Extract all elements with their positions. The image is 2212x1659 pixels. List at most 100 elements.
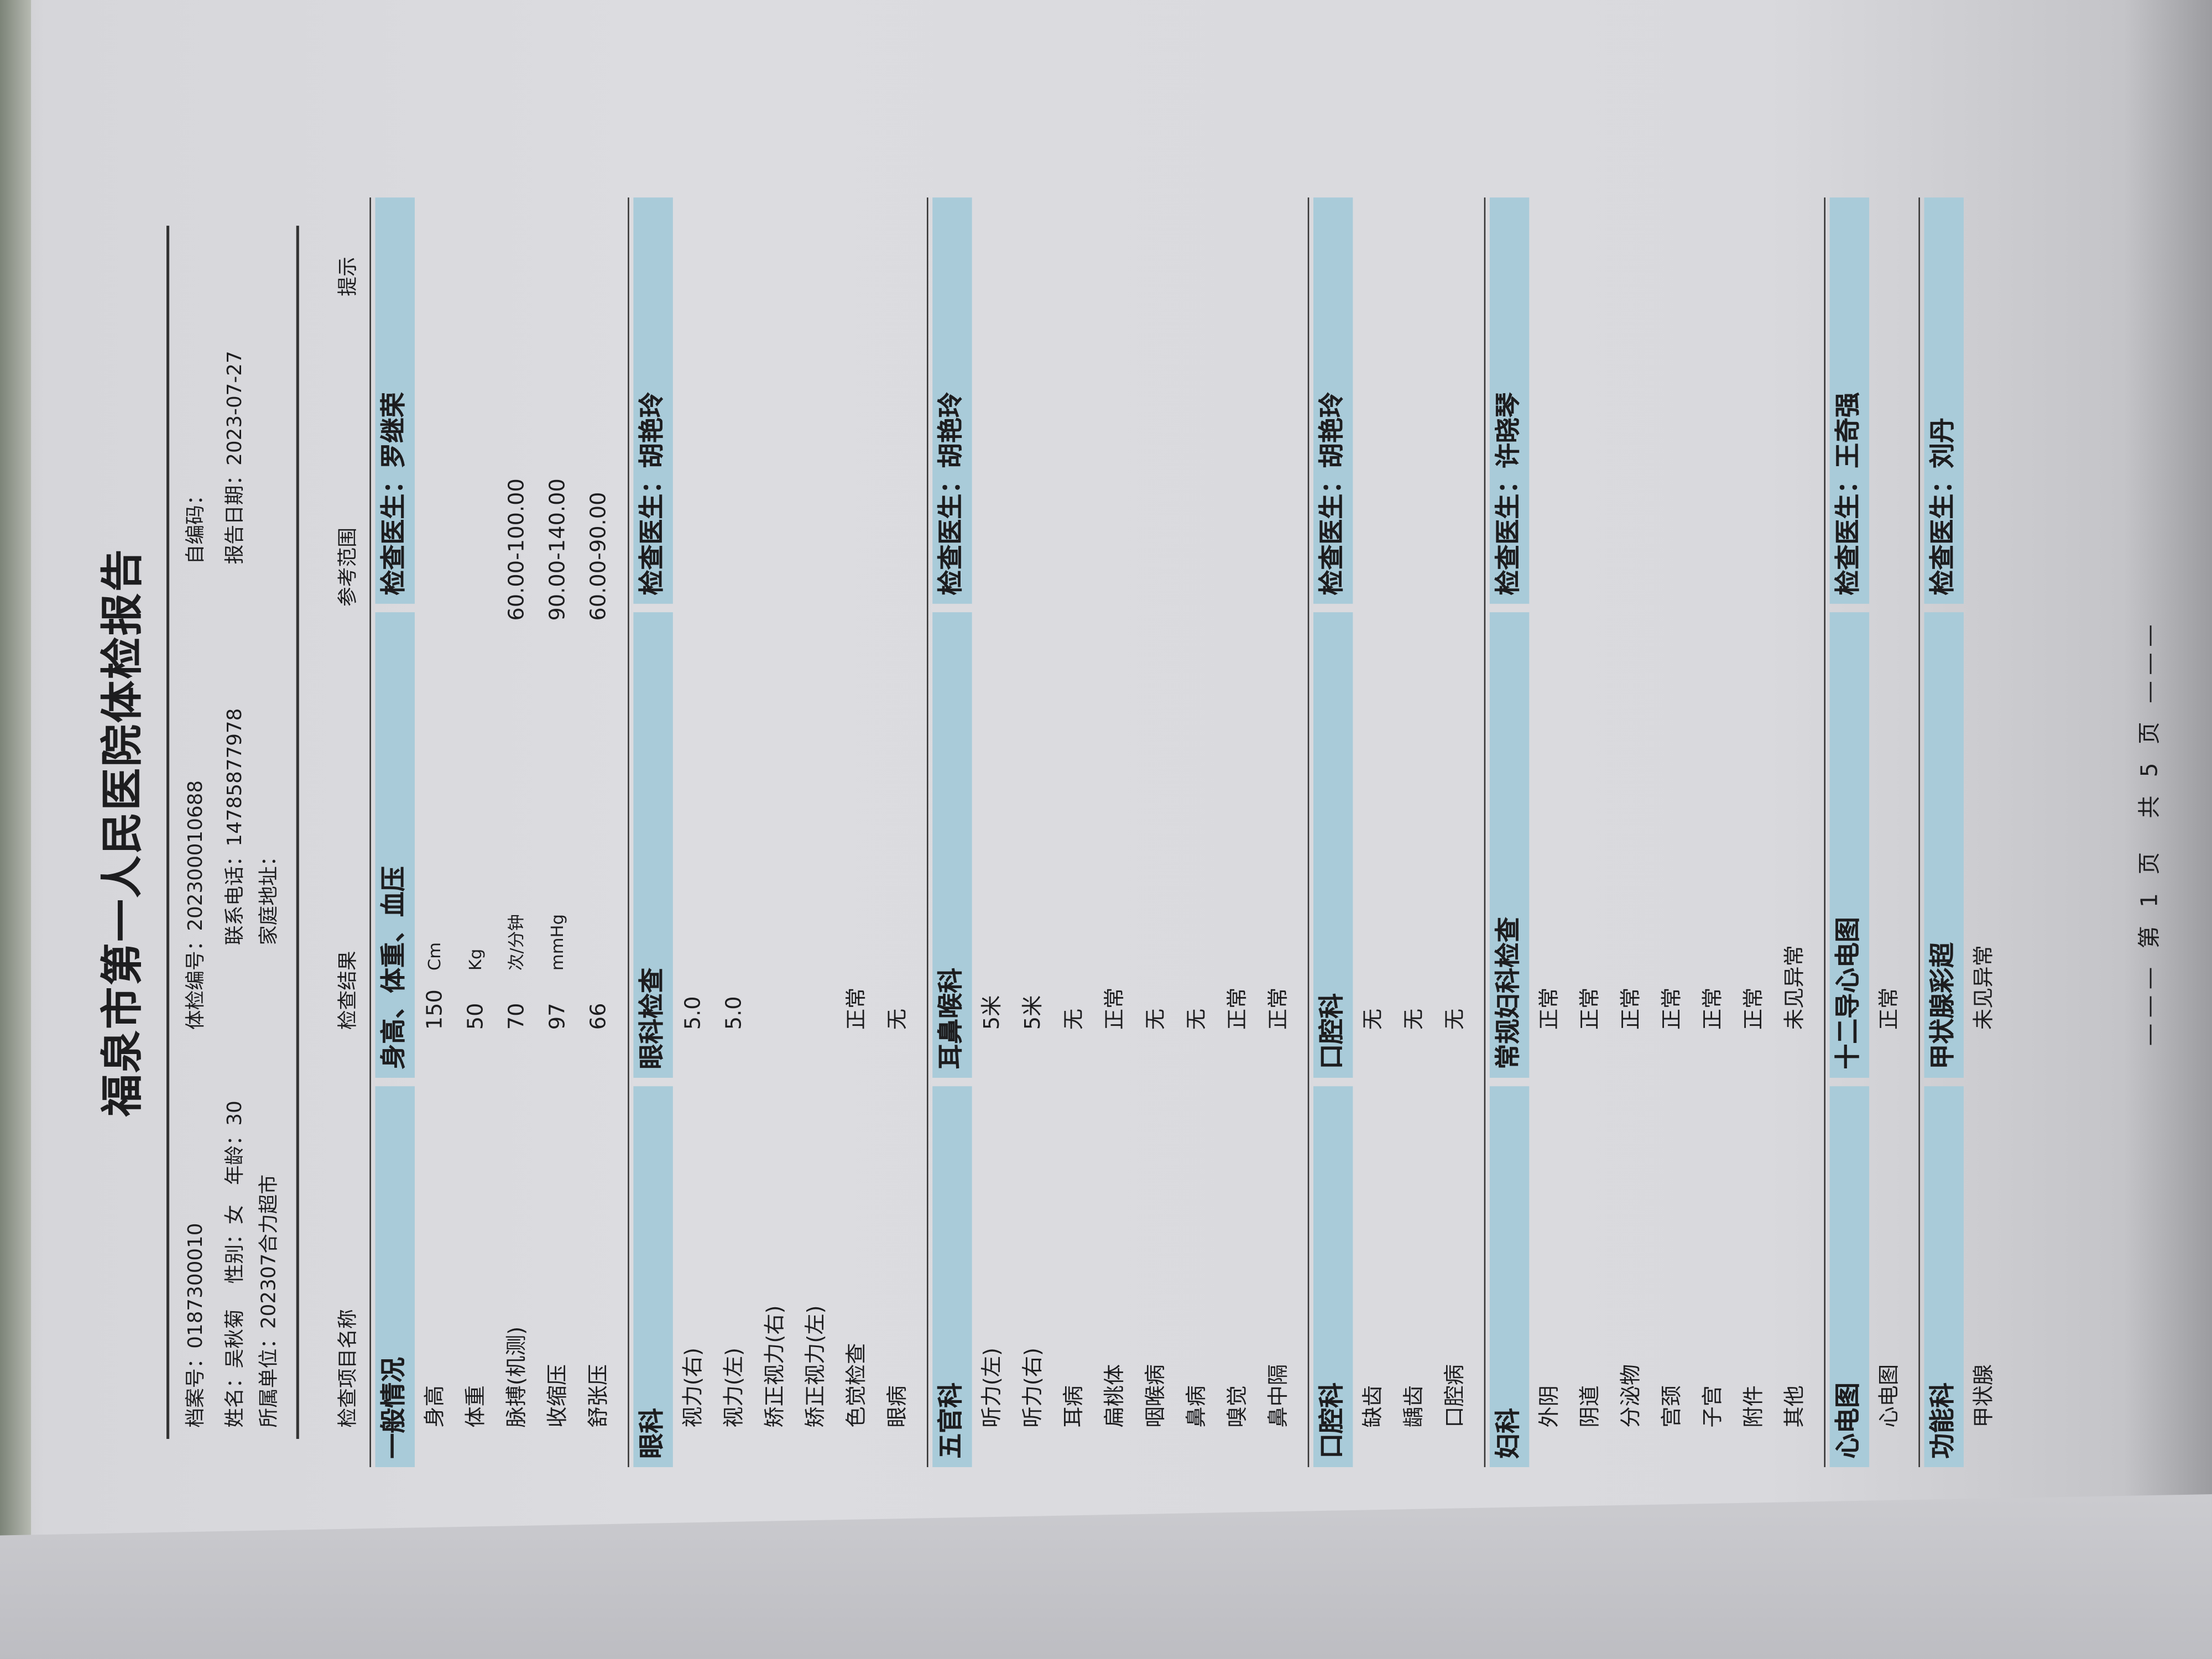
table-row: 甲状腺 未见异常	[1964, 197, 2005, 1467]
section-header: 功能科 甲状腺彩超 检查医生：刘丹	[1924, 197, 1964, 1468]
item-result: 70	[503, 1003, 529, 1030]
item-name: 附件	[1740, 1385, 1766, 1428]
item-name: 宫颈	[1658, 1385, 1684, 1428]
exam-section: 妇科 常规妇科检查 检查医生：许晓琴 外阴 正常 阴道 正常 分泌物 正常 宫颈…	[1484, 197, 1816, 1468]
item-result: 无	[1360, 1008, 1386, 1030]
table-row: 眼病 无	[878, 197, 919, 1467]
item-name: 咽喉病	[1142, 1364, 1168, 1428]
item-name: 脉搏(机测)	[503, 1326, 529, 1428]
exam-section: 功能科 甲状腺彩超 检查医生：刘丹 甲状腺 未见异常	[1918, 197, 2005, 1468]
exam-section: 口腔科 口腔科 检查医生：胡艳玲 缺齿 无 龋齿 无 口腔病 无	[1307, 197, 1476, 1468]
item-name: 其他	[1781, 1385, 1807, 1428]
patient-age: 年龄：30	[224, 1100, 247, 1185]
item-name: 听力(左)	[979, 1347, 1005, 1428]
table-row: 缺齿 无	[1353, 197, 1394, 1467]
col-reference: 参考范围	[337, 528, 360, 607]
table-row: 龋齿 无	[1394, 197, 1434, 1467]
col-item: 检查项目名称	[337, 1309, 360, 1428]
table-row: 扁桃体 正常	[1095, 197, 1136, 1467]
exam-section: 五官科 耳鼻喉科 检查医生：胡艳玲 听力(左) 5米 听力(右) 5米 耳病 无…	[927, 197, 1300, 1468]
item-name: 鼻病	[1183, 1385, 1209, 1428]
patient-phone: 联系电话：14785877978	[224, 708, 247, 946]
section-doctor: 检查医生：胡艳玲	[633, 197, 673, 604]
item-reference: 60.00-100.00	[503, 478, 529, 621]
table-row: 宫颈 正常	[1652, 197, 1693, 1467]
item-result: 50	[462, 1003, 488, 1030]
section-doctor: 检查医生：胡艳玲	[932, 197, 972, 604]
item-result: 5.0	[680, 996, 706, 1030]
item-result: 无	[1442, 1008, 1468, 1030]
table-row: 脉搏(机测) 70 次/分钟 60.00-100.00	[497, 197, 538, 1467]
report-date: 报告日期：2023-07-27	[224, 351, 247, 565]
item-result: 正常	[1577, 987, 1603, 1030]
section-exam: 甲状腺彩超	[1924, 612, 1964, 1078]
section-exam: 身高、体重、血压	[375, 612, 415, 1078]
table-row: 体重 50 Kg	[456, 197, 497, 1467]
item-result: 150	[421, 989, 447, 1030]
item-name: 鼻中隔	[1265, 1364, 1291, 1428]
table-row: 矫正视力(右)	[755, 197, 796, 1467]
item-result: 5米	[979, 995, 1005, 1030]
section-exam: 十二导心电图	[1829, 612, 1870, 1078]
table-row: 矫正视力(左)	[796, 197, 837, 1467]
item-name: 眼病	[884, 1385, 910, 1428]
table-row: 附件 正常	[1734, 197, 1775, 1467]
item-reference: 60.00-90.00	[585, 492, 611, 621]
section-header: 心电图 十二导心电图 检查医生：王奇强	[1829, 197, 1870, 1468]
col-hint: 提示	[337, 257, 360, 296]
table-row: 色觉检查 正常	[837, 197, 878, 1467]
table-row: 听力(左) 5米	[972, 197, 1013, 1467]
item-name: 阴道	[1577, 1385, 1603, 1428]
section-doctor: 检查医生：刘丹	[1924, 197, 1964, 604]
self-code: 自编码：	[185, 485, 207, 565]
item-result: 正常	[1102, 987, 1128, 1030]
item-result: 正常	[843, 987, 869, 1030]
table-row: 视力(右) 5.0	[673, 197, 714, 1467]
patient-name: 姓名：吴秋菊	[224, 1309, 247, 1428]
section-exam: 常规妇科检查	[1489, 612, 1530, 1078]
section-header: 口腔科 口腔科 检查医生：胡艳玲	[1313, 197, 1353, 1468]
item-unit: Kg	[465, 948, 486, 971]
table-row: 鼻中隔 正常	[1258, 197, 1299, 1467]
table-row: 听力(右) 5米	[1013, 197, 1054, 1467]
page-footer: ——— 第 1 页 共 5 页 ———	[2136, 618, 2163, 1046]
table-row: 鼻病 无	[1177, 197, 1218, 1467]
item-name: 视力(左)	[721, 1347, 747, 1428]
table-row: 其他 未见异常	[1775, 197, 1815, 1467]
exam-section: 眼科 眼科检查 检查医生：胡艳玲 视力(右) 5.0 视力(左) 5.0 矫正视…	[628, 197, 919, 1468]
item-unit: Cm	[424, 942, 445, 971]
item-result: 5米	[1020, 995, 1046, 1030]
item-result: 正常	[1265, 987, 1291, 1030]
patient-unit: 所属单位：202307合力超市	[258, 1174, 281, 1428]
item-result: 正常	[1658, 987, 1684, 1030]
item-result: 5.0	[721, 996, 747, 1030]
table-row: 外阴 正常	[1529, 197, 1570, 1467]
table-row: 心电图 正常	[1869, 197, 1910, 1467]
item-name: 嗅觉	[1224, 1385, 1250, 1428]
item-result: 正常	[1224, 987, 1250, 1030]
item-result: 正常	[1536, 987, 1562, 1030]
item-reference: 90.00-140.00	[544, 478, 570, 621]
item-name: 口腔病	[1442, 1364, 1468, 1428]
table-row: 耳病 无	[1054, 197, 1095, 1467]
item-result: 正常	[1699, 987, 1725, 1030]
exam-section: 心电图 十二导心电图 检查医生：王奇强 心电图 正常	[1824, 197, 1911, 1468]
table-row: 身高 150 Cm	[415, 197, 456, 1467]
item-name: 分泌物	[1618, 1364, 1644, 1428]
item-result: 正常	[1618, 987, 1644, 1030]
item-name: 外阴	[1536, 1385, 1562, 1428]
table-row: 收缩压 97 mmHg 90.00-140.00	[538, 197, 578, 1467]
item-name: 色觉检查	[843, 1343, 869, 1428]
item-name: 甲状腺	[1970, 1364, 1996, 1428]
item-name: 体重	[462, 1385, 488, 1428]
table-row: 舒张压 66 60.00-90.00	[578, 197, 619, 1467]
divider	[166, 226, 169, 1439]
item-name: 舒张压	[585, 1364, 611, 1428]
book-edge	[0, 0, 32, 1659]
item-result: 66	[585, 1003, 611, 1030]
item-result: 未见异常	[1970, 945, 1996, 1030]
exam-no: 体检编号：202300010688	[185, 780, 207, 1030]
item-name: 缺齿	[1360, 1385, 1386, 1428]
item-name: 视力(右)	[680, 1347, 706, 1428]
